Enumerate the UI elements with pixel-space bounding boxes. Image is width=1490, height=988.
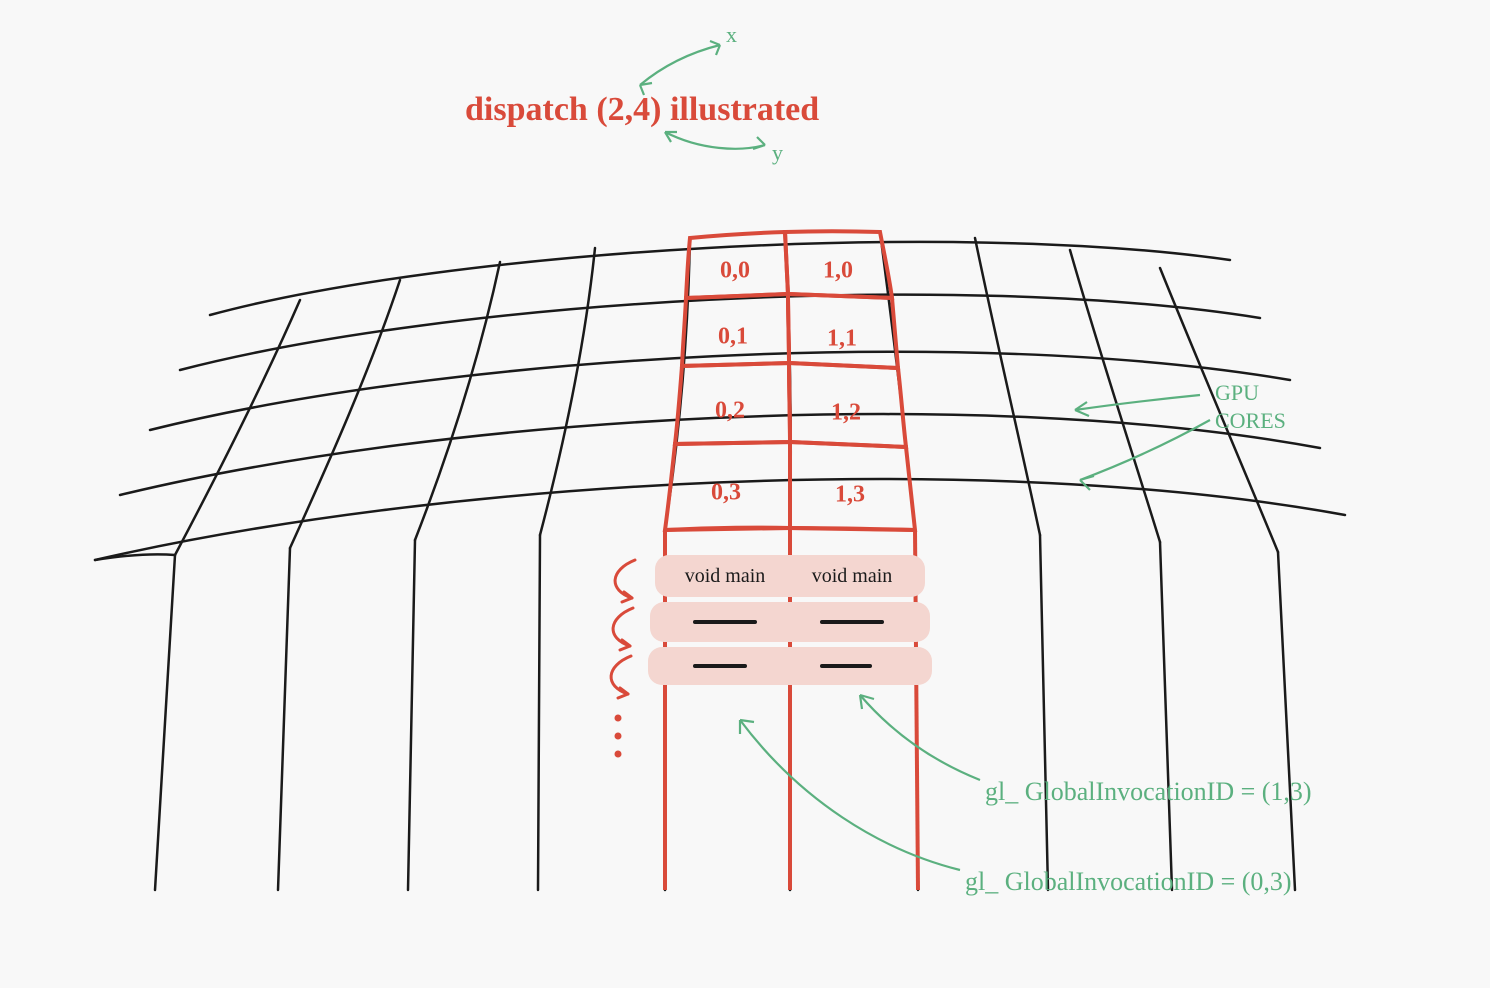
cell-label: 1,2 <box>831 400 861 426</box>
dispatch-cells: 0,0 1,0 0,1 1,1 0,2 1,2 0,3 1,3 <box>665 231 915 530</box>
gpu-cores-label-2: CORES <box>1215 408 1286 433</box>
loop-arrows <box>611 560 635 698</box>
ellipsis-dots <box>615 715 622 758</box>
y-arrow <box>665 132 765 149</box>
x-axis-label: x <box>726 22 737 47</box>
title-suffix: ) illustrated <box>650 91 819 128</box>
diagram-canvas: dispatch (2,4) illustrated x y <box>0 0 1490 988</box>
gpu-cores-label-1: GPU <box>1215 380 1259 405</box>
cell-label: 0,3 <box>711 480 741 506</box>
title-group: dispatch (2,4) illustrated x y <box>465 22 819 165</box>
invocation-13-annotation: gl_ GlobalInvocationID = (1,3) <box>860 695 1312 806</box>
title-sep: , <box>625 91 634 128</box>
cell-label: 0,0 <box>720 258 750 284</box>
invocation-13-label: gl_ GlobalInvocationID = (1,3) <box>985 777 1312 806</box>
svg-text:dispatch (2,4) illustrated: dispatch (2,4) illustrated <box>465 91 819 128</box>
title-x-value: 2 <box>608 91 625 128</box>
code-block: void main void main <box>648 555 932 685</box>
cell-label: 1,0 <box>823 258 853 284</box>
code-header: void main <box>685 565 766 587</box>
cell-label: 1,1 <box>827 326 857 352</box>
y-axis-label: y <box>772 140 783 165</box>
x-arrow <box>640 45 720 85</box>
invocation-03-label: gl_ GlobalInvocationID = (0,3) <box>965 867 1292 896</box>
gpu-cores-annotation: GPU CORES <box>1075 380 1286 490</box>
cell-label: 1,3 <box>835 482 865 508</box>
invocation-03-annotation: gl_ GlobalInvocationID = (0,3) <box>740 720 1292 896</box>
title-y-value: 4 <box>633 91 650 128</box>
cell-label: 0,1 <box>718 324 748 350</box>
code-header: void main <box>812 565 893 587</box>
cell-label: 0,2 <box>715 398 745 424</box>
title-prefix: dispatch ( <box>465 91 608 128</box>
